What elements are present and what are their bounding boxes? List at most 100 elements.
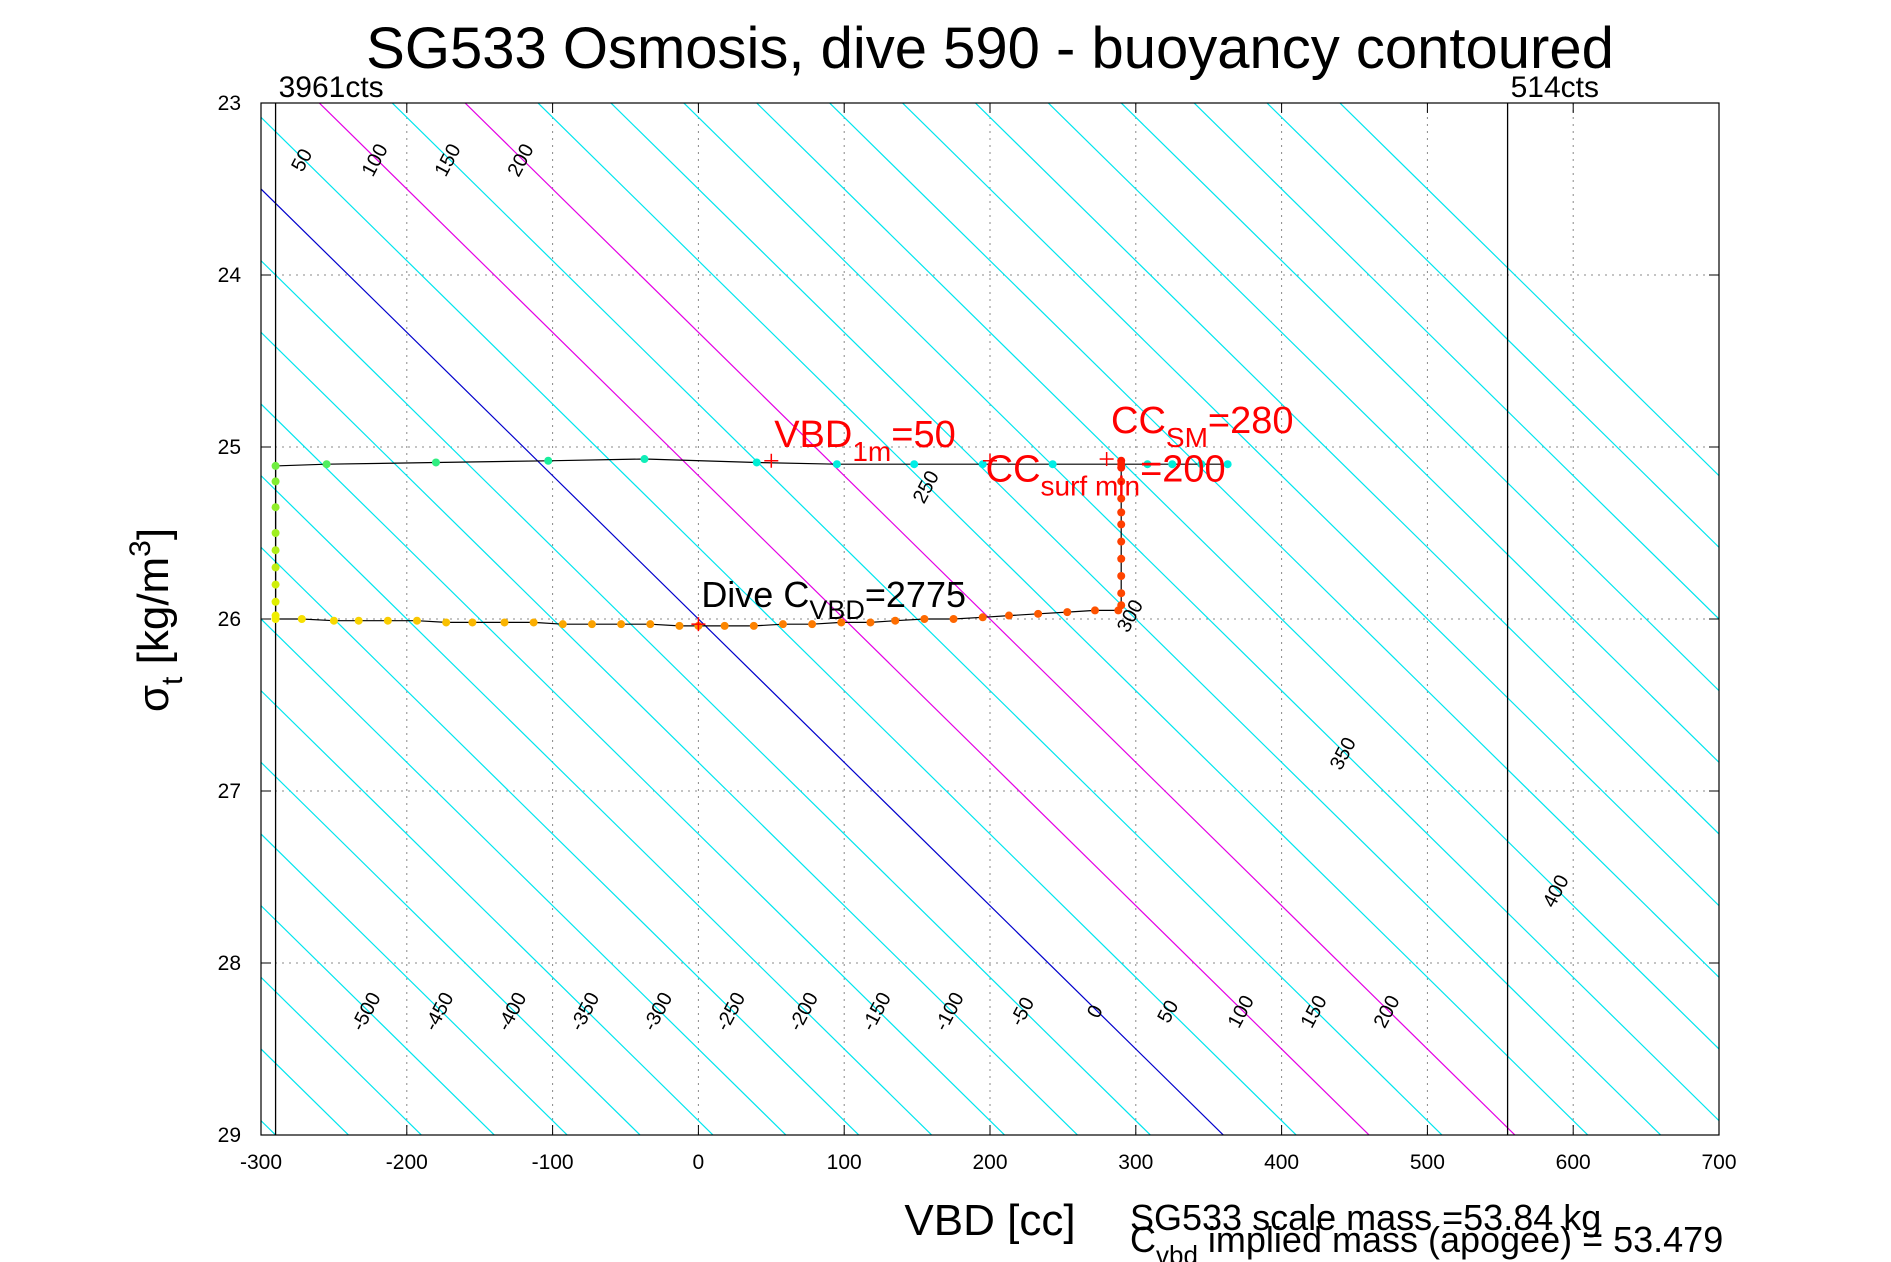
contour-line-600: [1047, 103, 1719, 764]
ccsm-main: CC: [1111, 400, 1166, 442]
footer-rest: implied mass (apogee) = 53.479: [1198, 1219, 1723, 1260]
data-point-climb: [271, 477, 280, 486]
ccsurf-value: =200: [1140, 448, 1226, 490]
data-point-dive: [1117, 494, 1126, 503]
dive-main: Dive C: [701, 574, 809, 615]
contour-line--800: [0, 69, 92, 1170]
data-point-dive: [837, 618, 846, 627]
data-point-climb: [640, 455, 649, 464]
data-point-dive: [749, 621, 758, 630]
x-tick-label: 300: [1118, 1151, 1153, 1174]
data-point-climb: [752, 458, 761, 467]
contour-line-750: [1266, 103, 1719, 549]
y-tick-label: 27: [218, 780, 241, 803]
vbd-limit-label: 3961cts: [279, 71, 384, 104]
dive-sub: VBD: [809, 595, 865, 625]
y-tick-label: 26: [218, 608, 241, 631]
ccsm-value: =280: [1208, 400, 1294, 442]
x-tick-label: 100: [827, 1151, 862, 1174]
data-point-dive: [500, 618, 509, 627]
data-point-dive: [1004, 611, 1013, 620]
data-point-climb: [271, 503, 280, 512]
data-point-dive: [1117, 589, 1126, 598]
data-point-climb: [271, 597, 280, 606]
contour-line-450: [828, 103, 1719, 979]
y-tick-label: 24: [218, 264, 242, 287]
x-axis-label: VBD [cc]: [904, 1196, 1075, 1245]
contour-line-250: [537, 103, 1589, 1135]
data-point-dive: [1034, 609, 1043, 618]
data-point-dive: [978, 613, 987, 622]
data-point-climb: [1223, 460, 1232, 469]
contour-line-400: [755, 103, 1719, 1050]
markers: [691, 452, 1114, 632]
annotation-dive-cvbd: Dive CVBD=2775: [701, 574, 966, 625]
vbd1m-sub: 1m: [852, 436, 891, 467]
contour-line--500: [261, 904, 496, 1135]
data-point-dive: [468, 618, 477, 627]
y-label-sup: 3: [124, 540, 157, 557]
x-tick-label: 600: [1556, 1151, 1591, 1174]
axis-ticks: -300 -200 -100 0 100 200 300 400 500 600 700 23 24 25…: [218, 92, 1737, 1174]
data-point-dive: [383, 616, 392, 625]
y-tick-label: 23: [218, 92, 241, 115]
data-point-climb: [1143, 460, 1152, 469]
data-point-dive: [297, 615, 306, 623]
contour-line--300: [261, 618, 787, 1135]
contour-line--450: [261, 833, 569, 1135]
data-point-dive: [1117, 554, 1126, 563]
dive-value: =2775: [865, 574, 966, 615]
contour-line--350: [261, 689, 714, 1135]
annotation-cc-surf-min: CCsurf min=200: [986, 448, 1226, 501]
data-point-climb: [1197, 460, 1206, 469]
data-point-climb: [271, 611, 280, 620]
data-point-climb: [271, 580, 280, 589]
contour-line--100: [261, 331, 1079, 1135]
contour-line-300: [610, 103, 1662, 1135]
footer-c: C: [1130, 1219, 1156, 1260]
x-tick-label: 700: [1701, 1151, 1736, 1174]
contour-line-700: [1193, 103, 1719, 620]
footer-scale-mass: SG533 scale mass =53.84 kg: [1130, 1197, 1601, 1238]
footer-vbd-sub: vbd: [1156, 1240, 1198, 1262]
y-label-main: σ: [129, 685, 178, 712]
contour-line-650: [1120, 103, 1719, 692]
data-point-dive: [329, 616, 338, 625]
data-point-dive: [720, 621, 729, 630]
y-label-space: [129, 664, 178, 676]
vbd-limit-label: 514cts: [1511, 71, 1599, 104]
data-point-dive: [778, 620, 787, 629]
data-point-climb: [431, 458, 440, 467]
data-point-dive: [529, 618, 538, 627]
data-point-climb: [271, 563, 280, 572]
data-point-dive: [1117, 520, 1126, 529]
data-point-climb: [1048, 460, 1057, 469]
x-tick-label: -200: [386, 1151, 428, 1174]
data-point-dive: [1063, 608, 1072, 617]
x-tick-label: 500: [1410, 1151, 1445, 1174]
data-point-dive: [354, 616, 363, 625]
data-point-dive: [1090, 606, 1099, 615]
x-tick-label: 0: [693, 1151, 705, 1174]
data-point-dive: [1117, 537, 1126, 546]
data-point-dive: [558, 620, 567, 629]
x-tick-label: 200: [972, 1151, 1007, 1174]
contour-line-200: [464, 103, 1516, 1135]
data-point-dive: [413, 616, 422, 625]
data-point-dive: [646, 620, 655, 629]
contour-line--700: [0, 69, 238, 1170]
data-point-climb: [910, 460, 919, 469]
vbd1m-value: =50: [891, 414, 955, 456]
data-point-climb: [322, 460, 331, 469]
y-tick-label: 29: [218, 1124, 241, 1147]
data-series: [271, 455, 1232, 630]
contour-line-50: [261, 116, 1298, 1135]
contour-line--200: [261, 474, 933, 1135]
data-point-climb: [271, 461, 280, 470]
contour-line-800: [1339, 103, 1719, 477]
x-tick-label: 400: [1264, 1151, 1299, 1174]
annotation-vbd-1m: VBD1m=50: [774, 414, 956, 467]
annotation-cc-sm: CCSM=280: [1111, 400, 1293, 453]
data-point-dive: [675, 621, 684, 630]
